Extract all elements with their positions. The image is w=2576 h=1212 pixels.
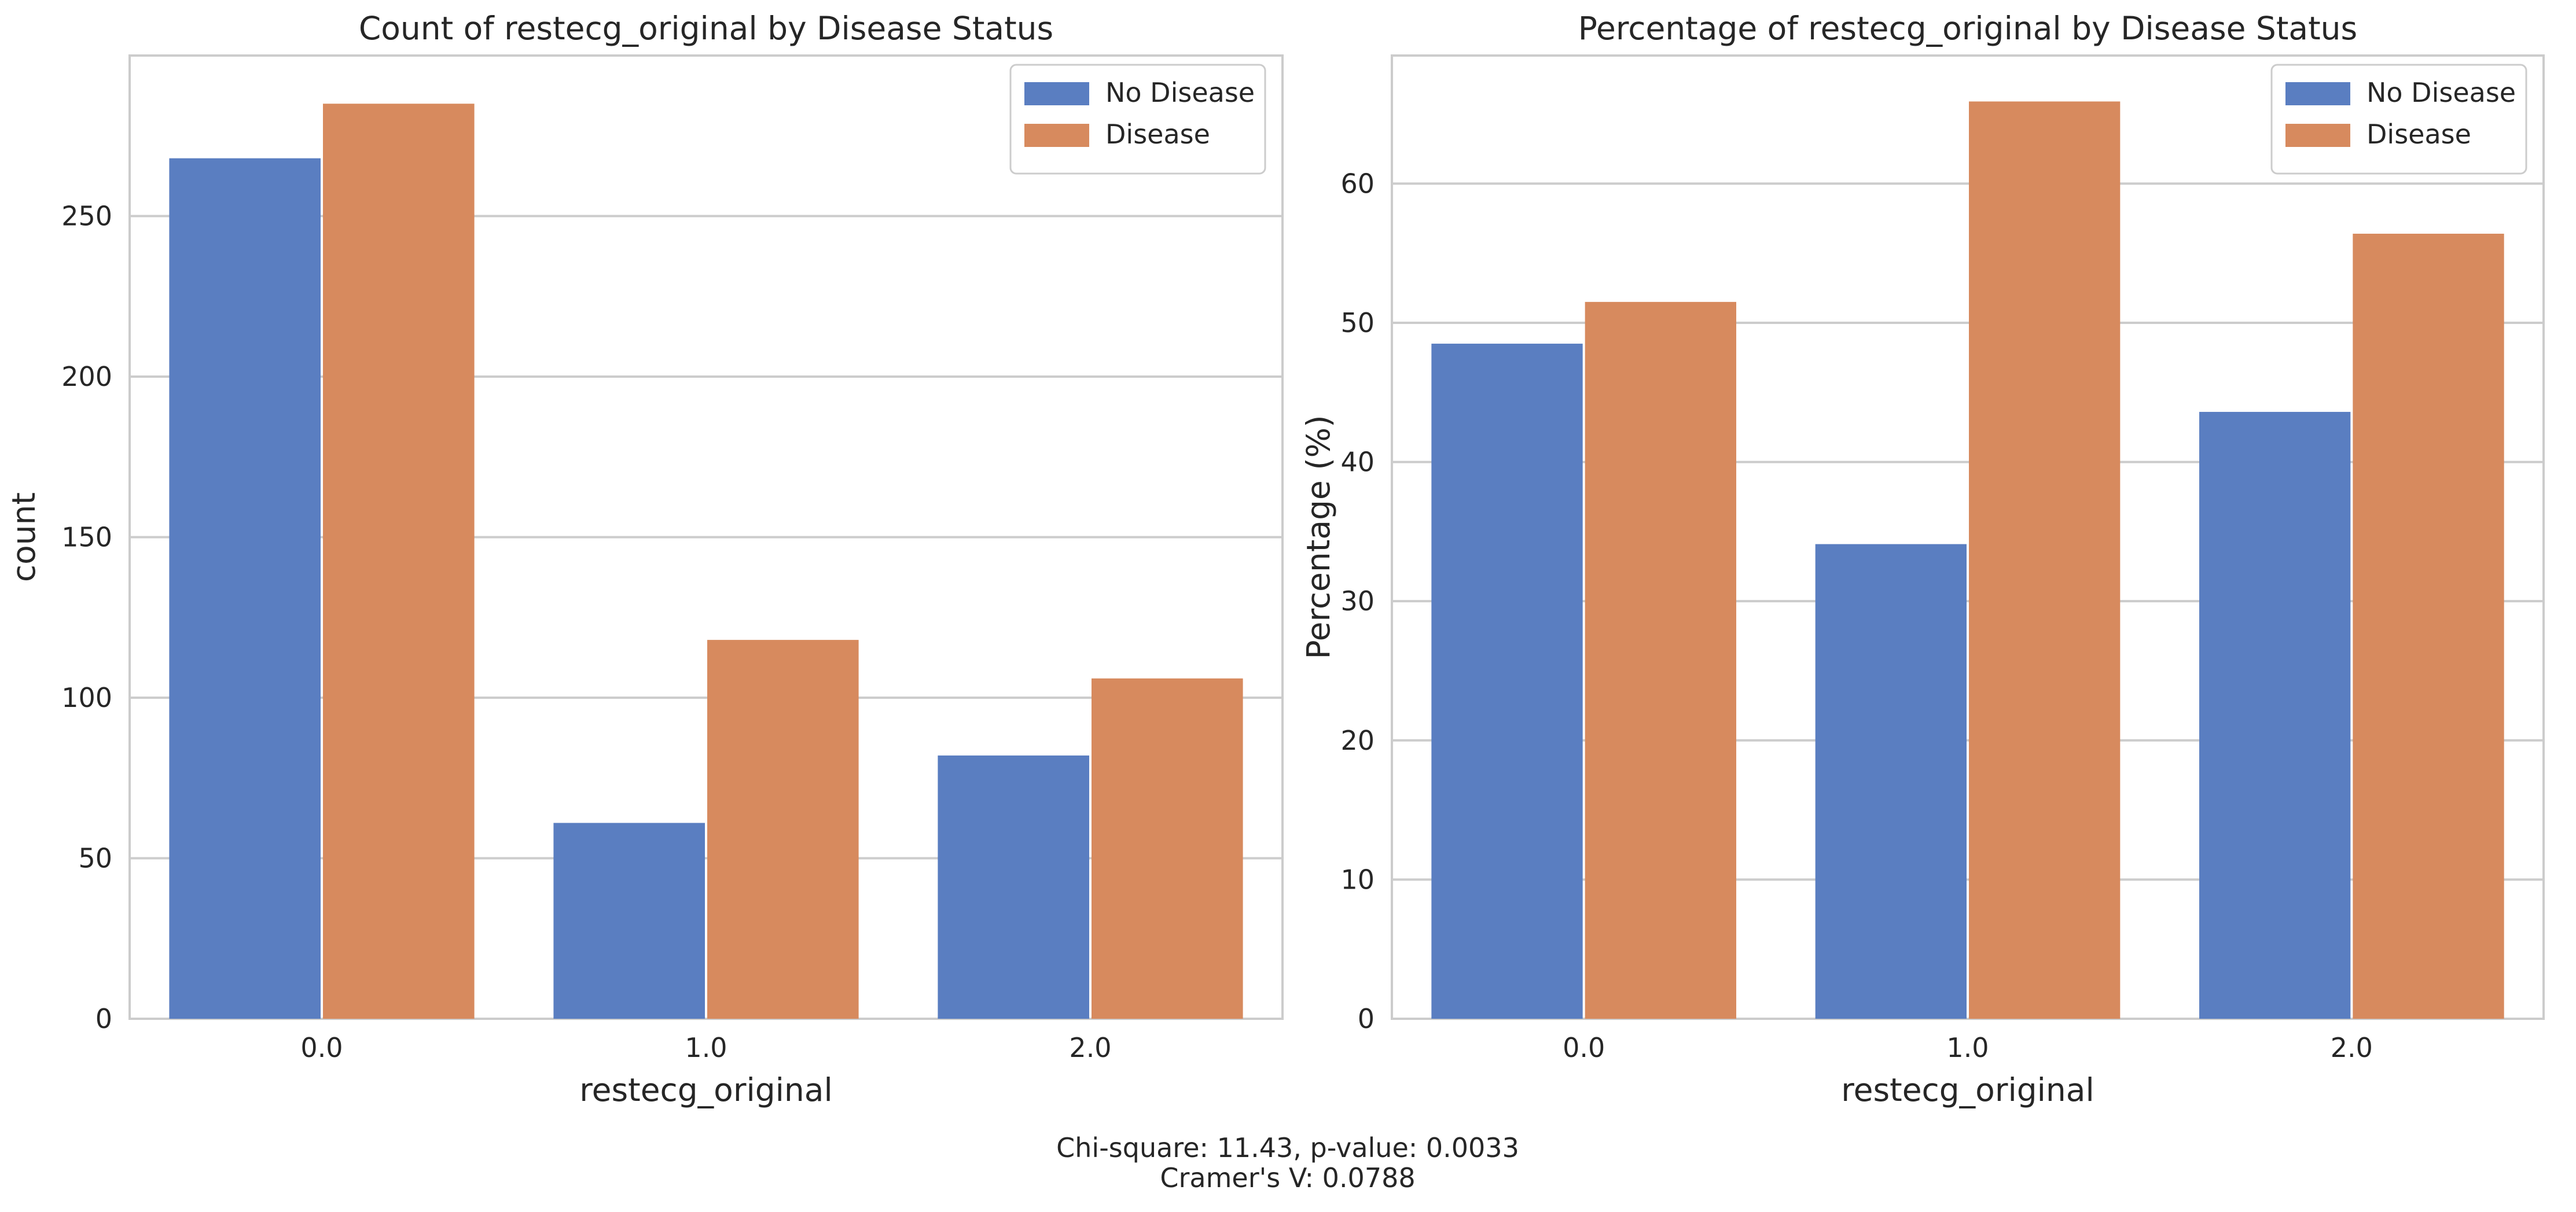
y-tick-label: 40: [1340, 447, 1375, 478]
y-tick-label: 200: [61, 361, 112, 392]
stats-line-2: Cramer's V: 0.0788: [1160, 1162, 1415, 1193]
x-tick-label: 0.0: [300, 1032, 343, 1063]
legend-label-no-disease: No Disease: [2366, 77, 2516, 108]
bar-disease-1-0: [1969, 101, 2121, 1019]
y-axis-title: Percentage (%): [1300, 415, 1337, 659]
legend: No Disease Disease: [2270, 64, 2527, 175]
legend-swatch-disease: [1024, 124, 1089, 147]
bar-no-disease-2-0: [938, 755, 1089, 1019]
x-tick-label: 0.0: [1563, 1032, 1605, 1063]
chart-title: Count of restecg_original by Disease Sta…: [359, 10, 1053, 47]
y-tick-label: 250: [61, 201, 112, 232]
y-tick-label: 50: [1340, 307, 1375, 338]
legend-swatch-no-disease: [1024, 82, 1089, 105]
y-tick-label: 30: [1340, 585, 1375, 617]
bar-no-disease-1-0: [553, 823, 705, 1019]
chart-panel-2: 0 10 20 30 40 50 60 0.0 1.0 2.0 restecg_original Pe…: [1300, 10, 2545, 1108]
bar-disease-2-0: [1092, 678, 1243, 1019]
y-tick-label: 60: [1340, 168, 1375, 199]
bar-no-disease-0-0: [1431, 344, 1583, 1019]
legend-swatch-disease: [2285, 124, 2350, 147]
y-tick-label: 20: [1340, 725, 1375, 756]
bar-disease-0-0: [323, 104, 475, 1019]
legend-label-disease: Disease: [1105, 119, 1210, 150]
y-tick-label: 10: [1340, 864, 1375, 895]
x-axis-title: restecg_original: [1841, 1071, 2094, 1108]
chart-panel-1: 0 50 100 150 200 250 0.0 1.0 2.0 restecg_original…: [5, 10, 1284, 1108]
x-tick-label: 1.0: [685, 1032, 727, 1063]
plot-area: [1391, 54, 2545, 1020]
chart-title: Percentage of restecg_original by Diseas…: [1578, 10, 2357, 47]
stats-line-1: Chi-square: 11.43, p-value: 0.0033: [1056, 1132, 1519, 1163]
y-tick-label: 0: [95, 1003, 112, 1034]
y-axis-title: count: [5, 492, 42, 582]
x-tick-label: 1.0: [1946, 1032, 1989, 1063]
y-tick-label: 50: [78, 843, 112, 874]
legend-label-disease: Disease: [2366, 119, 2471, 150]
legend-label-no-disease: No Disease: [1105, 77, 1255, 108]
legend: No Disease Disease: [1009, 64, 1266, 175]
stats-annotation: Chi-square: 11.43, p-value: 0.0033Cramer…: [1056, 1132, 1519, 1193]
bar-disease-1-0: [707, 640, 859, 1019]
legend-swatch-no-disease: [2285, 82, 2350, 105]
x-axis-title: restecg_original: [579, 1071, 833, 1108]
x-tick-label: 2.0: [1069, 1032, 1111, 1063]
y-tick-label: 100: [61, 682, 112, 713]
bar-disease-0-0: [1585, 301, 1736, 1019]
y-tick-label: 0: [1358, 1003, 1375, 1034]
x-tick-label: 2.0: [2331, 1032, 2373, 1063]
y-tick-label: 150: [61, 522, 112, 553]
bar-no-disease-1-0: [1815, 544, 1967, 1019]
bar-no-disease-0-0: [169, 158, 321, 1019]
bar-disease-2-0: [2353, 233, 2504, 1019]
bar-no-disease-2-0: [2199, 411, 2351, 1019]
